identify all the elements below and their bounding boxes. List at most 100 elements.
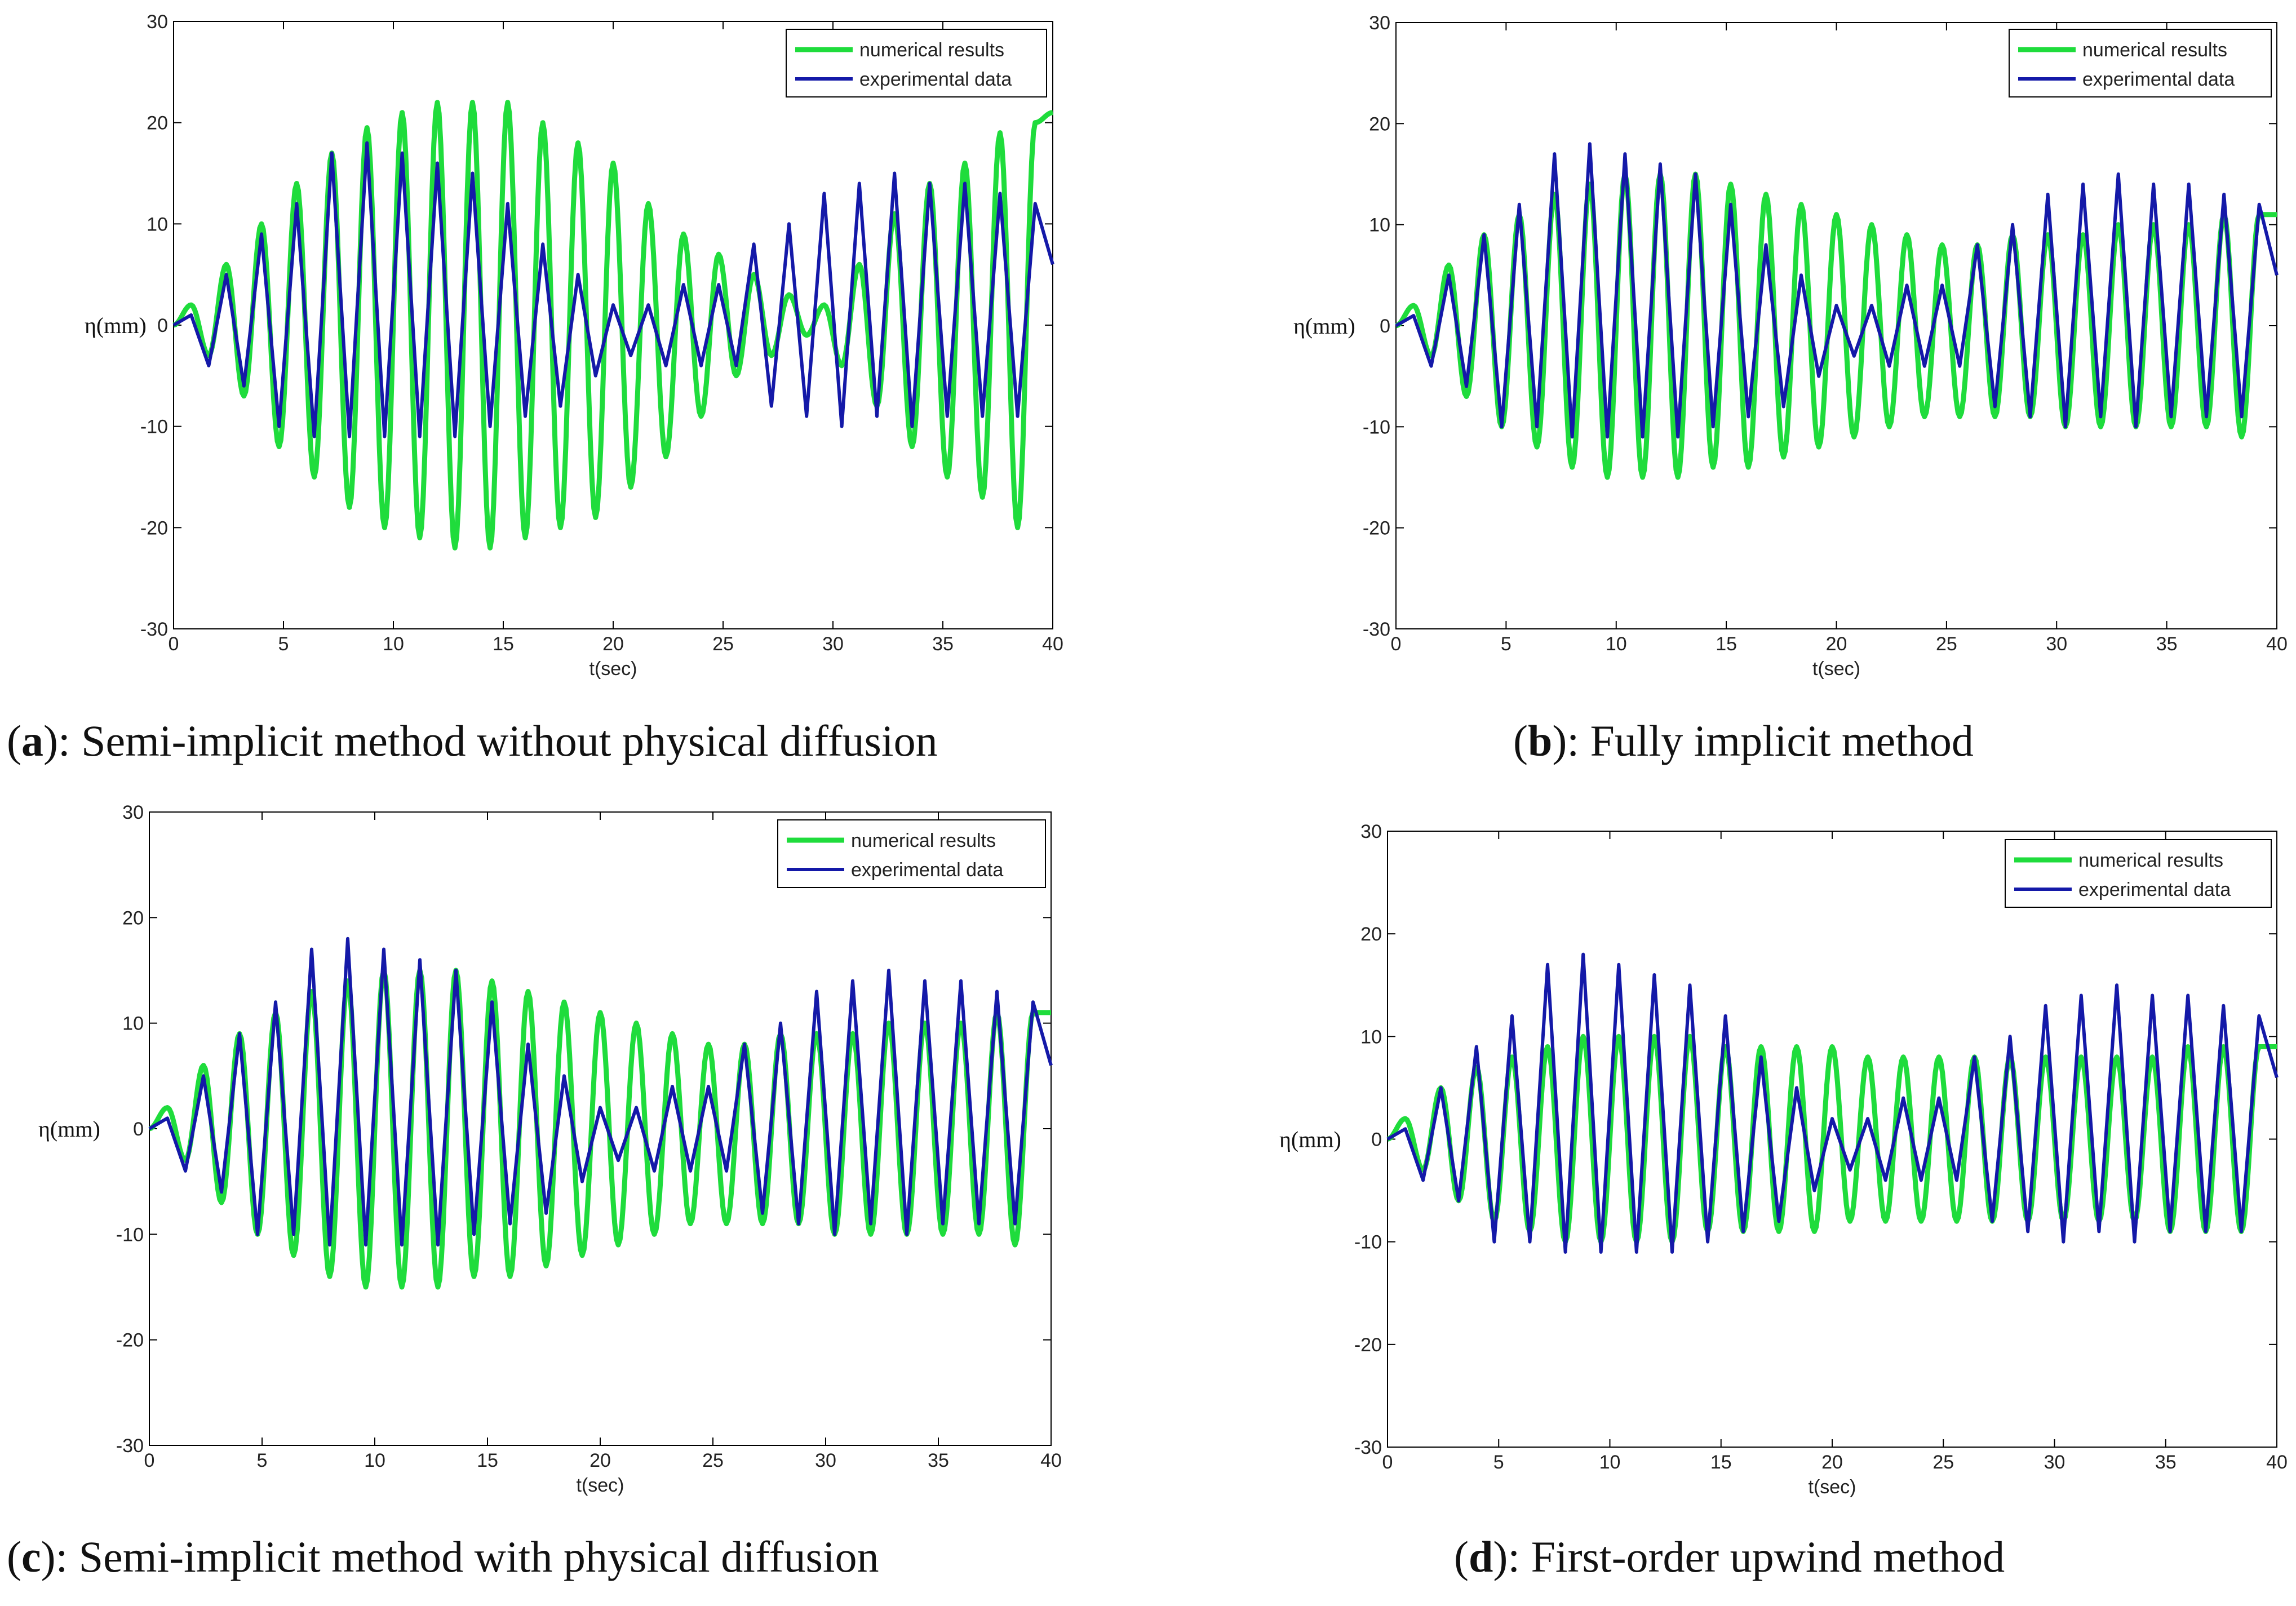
legend-box [2005, 839, 2272, 908]
y-tick-label: -30 [140, 619, 168, 640]
x-tick-label: 30 [822, 633, 844, 655]
x-tick-label: 5 [1493, 1452, 1504, 1473]
x-tick-label: 0 [169, 633, 179, 655]
y-axis-label: η(mm) [38, 1116, 100, 1142]
y-tick-label: 30 [147, 11, 168, 33]
legend-label: numerical results [2078, 850, 2223, 871]
series-experimental-data [1395, 142, 2279, 439]
x-tick-label: 35 [928, 1450, 949, 1471]
x-tick-label: 35 [932, 633, 954, 655]
x-tick-label: 25 [1932, 1452, 1954, 1473]
y-tick-label: 20 [1369, 113, 1390, 135]
x-tick-label: 35 [2155, 1452, 2177, 1473]
y-tick-label: 30 [122, 802, 144, 823]
y-tick-label: -10 [140, 416, 168, 438]
x-tick-label: 40 [1042, 633, 1063, 655]
series-experimental-data [1386, 952, 2279, 1254]
caption-d-letter: d [1468, 1532, 1493, 1581]
legend-box [777, 819, 1046, 888]
caption-c-letter: c [21, 1532, 41, 1581]
x-tick-label: 5 [257, 1450, 268, 1471]
x-tick-label: 30 [2046, 633, 2067, 655]
chart-c: 0 5 10 15 20 25 30 35 40 30 20 10 0 -10 -20 -30 t(sec) η(… [38, 802, 1062, 1496]
legend-box [2009, 29, 2272, 97]
x-tick-label: 5 [278, 633, 289, 655]
y-axis-label: η(mm) [1293, 313, 1355, 339]
x-tick-label: 40 [1040, 1450, 1062, 1471]
x-tick-label: 15 [1710, 1452, 1732, 1473]
caption-d: (d): First-order upwind method [1454, 1532, 2005, 1581]
y-tick-label: 20 [122, 907, 144, 929]
y-tick-label: 0 [133, 1119, 144, 1140]
y-tick-label: -20 [1363, 518, 1390, 539]
legend: numerical results experimental data [786, 29, 1047, 97]
x-tick-label: 35 [2156, 633, 2178, 655]
x-tick-label: 30 [815, 1450, 836, 1471]
x-tick-label: 30 [2044, 1452, 2065, 1473]
x-tick-label: 15 [493, 633, 514, 655]
x-axis-label: t(sec) [1812, 658, 1860, 680]
y-axis-label: η(mm) [85, 313, 147, 338]
x-tick-label: 15 [1716, 633, 1737, 655]
caption-a: (a): Semi-implicit method without physic… [7, 716, 938, 765]
legend-label: experimental data [859, 69, 1012, 90]
caption-d-text: ): First-order upwind method [1493, 1532, 2005, 1581]
x-tick-label: 10 [1599, 1452, 1621, 1473]
y-tick-label: -10 [116, 1224, 144, 1245]
y-tick-label: 10 [1360, 1026, 1382, 1048]
y-tick-label: 30 [1360, 821, 1382, 842]
legend: numerical results experimental data [2009, 29, 2272, 97]
caption-c: (c): Semi-implicit method with physical … [7, 1532, 879, 1581]
y-tick-label: 10 [147, 214, 168, 235]
x-axis-label: t(sec) [577, 1475, 624, 1496]
caption-b: (b): Fully implicit method [1513, 716, 1974, 765]
y-tick-label: -20 [1354, 1334, 1382, 1356]
legend-label: numerical results [851, 830, 996, 851]
series-numerical-results [1395, 171, 2278, 480]
caption-c-text: ): Semi-implicit method with physical di… [41, 1532, 879, 1581]
x-tick-label: 40 [2266, 633, 2288, 655]
x-tick-label: 0 [1382, 1452, 1393, 1473]
x-tick-label: 25 [702, 1450, 724, 1471]
chart-a: 0 5 10 15 20 25 30 35 40 30 20 10 0 -10 -20 -30 t(sec) η(… [85, 11, 1063, 680]
x-tick-label: 20 [589, 1450, 611, 1471]
y-tick-label: 20 [147, 113, 168, 134]
x-tick-label: 40 [2266, 1452, 2288, 1473]
legend-label: experimental data [2082, 69, 2235, 90]
y-tick-label: 0 [1371, 1129, 1382, 1151]
y-tick-label: -30 [1354, 1437, 1382, 1458]
x-axis-label: t(sec) [589, 658, 637, 680]
x-tick-label: 15 [477, 1450, 498, 1471]
x-tick-label: 20 [1826, 633, 1847, 655]
x-tick-label: 5 [1501, 633, 1512, 655]
x-tick-label: 25 [712, 633, 734, 655]
y-tick-label: -10 [1363, 416, 1390, 438]
caption-a-letter: a [21, 716, 43, 765]
series-numerical-results [172, 100, 1054, 551]
x-tick-label: 0 [1391, 633, 1402, 655]
x-tick-label: 10 [383, 633, 404, 655]
x-tick-label: 20 [1821, 1452, 1843, 1473]
x-tick-label: 0 [144, 1450, 155, 1471]
caption-a-text: ): Semi-implicit method without physical… [43, 716, 938, 765]
legend-label: experimental data [2078, 879, 2231, 900]
chart-b: 0 5 10 15 20 25 30 35 40 30 20 10 0 -10 -20 -30 t(sec) η(… [1293, 12, 2288, 680]
y-tick-label: 0 [1380, 316, 1390, 337]
y-axis-label: η(mm) [1279, 1127, 1341, 1152]
y-tick-label: -30 [1363, 619, 1390, 640]
x-tick-label: 20 [602, 633, 624, 655]
x-tick-label: 10 [364, 1450, 385, 1471]
legend: numerical results experimental data [2005, 839, 2272, 908]
legend-box [786, 29, 1047, 97]
series-experimental-data [172, 141, 1054, 438]
y-tick-label: 10 [122, 1013, 144, 1035]
y-tick-label: -20 [116, 1330, 144, 1351]
x-axis-label: t(sec) [1809, 1476, 1856, 1498]
caption-b-letter: b [1527, 716, 1553, 765]
legend: numerical results experimental data [777, 819, 1046, 888]
y-tick-label: -20 [140, 517, 168, 539]
chart-d: 0 5 10 15 20 25 30 35 40 30 20 10 0 -10 -20 -30 t(sec) η(… [1279, 821, 2288, 1498]
x-tick-label: 25 [1936, 633, 1957, 655]
y-tick-label: 30 [1369, 12, 1390, 34]
y-tick-label: 0 [157, 315, 168, 336]
